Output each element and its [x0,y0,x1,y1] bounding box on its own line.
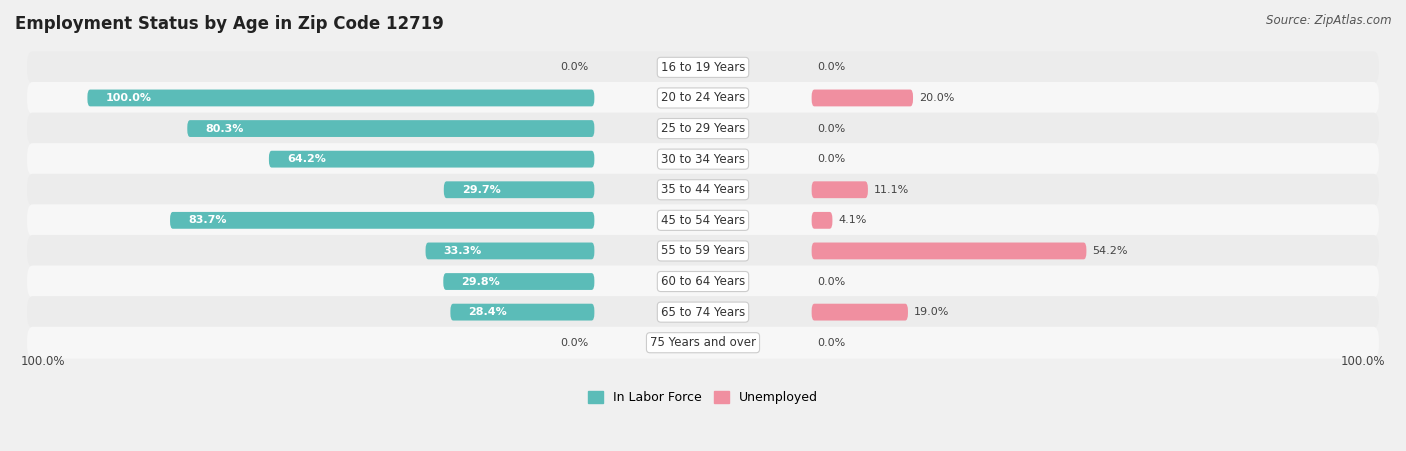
FancyBboxPatch shape [450,304,595,321]
Text: 100.0%: 100.0% [21,355,66,368]
Text: 0.0%: 0.0% [818,154,846,164]
FancyBboxPatch shape [426,243,595,259]
FancyBboxPatch shape [27,51,1379,83]
FancyBboxPatch shape [27,174,1379,206]
Text: 25 to 29 Years: 25 to 29 Years [661,122,745,135]
FancyBboxPatch shape [443,273,595,290]
FancyBboxPatch shape [187,120,595,137]
FancyBboxPatch shape [269,151,595,168]
Text: 100.0%: 100.0% [1340,355,1385,368]
Text: 29.7%: 29.7% [463,185,501,195]
Text: 11.1%: 11.1% [875,185,910,195]
FancyBboxPatch shape [444,181,595,198]
Legend: In Labor Force, Unemployed: In Labor Force, Unemployed [583,387,823,410]
FancyBboxPatch shape [27,327,1379,359]
FancyBboxPatch shape [27,266,1379,298]
Text: 0.0%: 0.0% [560,62,588,72]
Text: 0.0%: 0.0% [818,124,846,133]
Text: 16 to 19 Years: 16 to 19 Years [661,61,745,74]
Text: 28.4%: 28.4% [468,307,508,317]
FancyBboxPatch shape [87,90,595,106]
FancyBboxPatch shape [27,235,1379,267]
Text: 65 to 74 Years: 65 to 74 Years [661,306,745,318]
FancyBboxPatch shape [170,212,595,229]
Text: Employment Status by Age in Zip Code 12719: Employment Status by Age in Zip Code 127… [15,15,444,33]
Text: 20 to 24 Years: 20 to 24 Years [661,92,745,105]
Text: 55 to 59 Years: 55 to 59 Years [661,244,745,258]
FancyBboxPatch shape [27,204,1379,236]
Text: 35 to 44 Years: 35 to 44 Years [661,183,745,196]
Text: 83.7%: 83.7% [188,215,226,226]
Text: 80.3%: 80.3% [205,124,243,133]
Text: 4.1%: 4.1% [838,215,868,226]
FancyBboxPatch shape [27,296,1379,328]
Text: 0.0%: 0.0% [818,338,846,348]
FancyBboxPatch shape [811,181,868,198]
Text: 0.0%: 0.0% [560,338,588,348]
Text: 54.2%: 54.2% [1092,246,1128,256]
Text: 45 to 54 Years: 45 to 54 Years [661,214,745,227]
Text: 29.8%: 29.8% [461,276,501,286]
FancyBboxPatch shape [27,143,1379,175]
Text: 0.0%: 0.0% [818,62,846,72]
FancyBboxPatch shape [27,82,1379,114]
Text: 60 to 64 Years: 60 to 64 Years [661,275,745,288]
Text: Source: ZipAtlas.com: Source: ZipAtlas.com [1267,14,1392,27]
Text: 30 to 34 Years: 30 to 34 Years [661,152,745,166]
Text: 20.0%: 20.0% [920,93,955,103]
FancyBboxPatch shape [27,113,1379,144]
Text: 100.0%: 100.0% [105,93,152,103]
Text: 19.0%: 19.0% [914,307,949,317]
FancyBboxPatch shape [811,304,908,321]
FancyBboxPatch shape [811,90,912,106]
FancyBboxPatch shape [811,243,1087,259]
FancyBboxPatch shape [811,212,832,229]
Text: 64.2%: 64.2% [287,154,326,164]
Text: 75 Years and over: 75 Years and over [650,336,756,349]
Text: 0.0%: 0.0% [818,276,846,286]
Text: 33.3%: 33.3% [444,246,482,256]
